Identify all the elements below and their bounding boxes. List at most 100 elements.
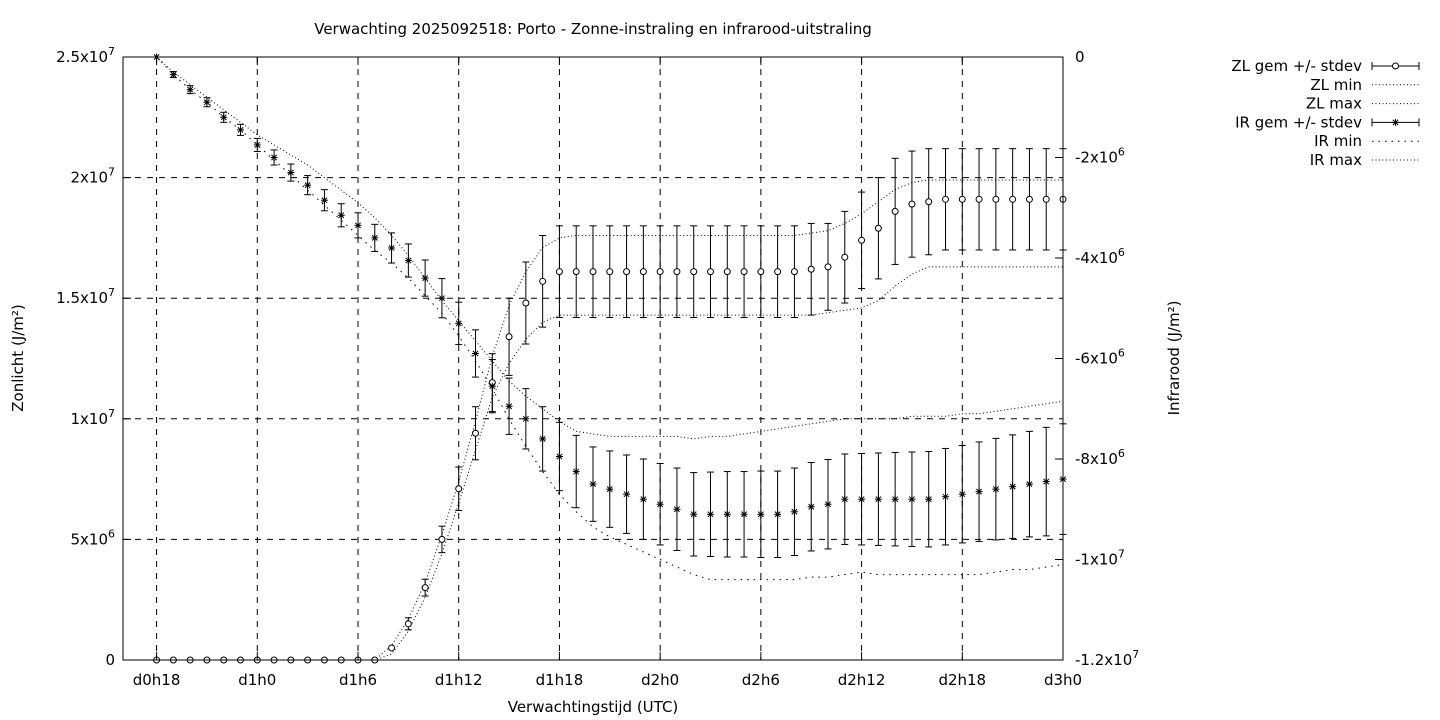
data-point-zl-gem-stdev bbox=[455, 485, 463, 493]
legend-label: IR max bbox=[1310, 151, 1362, 169]
data-point-ir-gem-stdev bbox=[589, 480, 597, 488]
legend-entry: ZL gem +/- stdev bbox=[1231, 57, 1420, 75]
data-point-ir-gem-stdev bbox=[337, 211, 345, 219]
data-point-zl-gem-stdev bbox=[942, 195, 949, 203]
data-point-zl-gem-stdev bbox=[539, 277, 547, 285]
legend-entry: IR gem +/- stdev bbox=[1235, 113, 1420, 131]
data-point-ir-gem-stdev bbox=[740, 510, 748, 518]
data-point-zl-gem-stdev bbox=[891, 207, 899, 215]
y2-tick-label: -2x106 bbox=[1075, 146, 1125, 167]
data-point-ir-gem-stdev bbox=[220, 113, 228, 121]
data-point-ir-gem-stdev bbox=[942, 493, 949, 501]
data-point-zl-gem-stdev bbox=[623, 268, 631, 276]
x-tick-label: d1h0 bbox=[238, 671, 276, 689]
y2-tick-label: 0 bbox=[1075, 48, 1085, 66]
data-point-ir-gem-stdev bbox=[1025, 480, 1033, 488]
data-point-zl-gem-stdev bbox=[472, 429, 479, 437]
legend-label: IR min bbox=[1314, 132, 1362, 150]
legend-swatch bbox=[1371, 118, 1420, 127]
y-tick-label: 2.5x107 bbox=[56, 45, 115, 66]
y2-tick-label: -1x107 bbox=[1075, 548, 1125, 569]
data-point-zl-gem-stdev bbox=[824, 263, 832, 271]
data-point-ir-gem-stdev bbox=[505, 402, 513, 410]
data-point-ir-gem-stdev bbox=[774, 510, 782, 518]
data-point-zl-gem-stdev bbox=[992, 195, 1000, 203]
legend-label: IR gem +/- stdev bbox=[1235, 113, 1362, 131]
data-point-zl-gem-stdev bbox=[572, 268, 580, 276]
plot-frame bbox=[122, 56, 1064, 661]
x-axis-label: Verwachtingstijd (UTC) bbox=[508, 698, 679, 716]
data-point-zl-gem-stdev bbox=[1042, 195, 1050, 203]
data-point-ir-gem-stdev bbox=[237, 126, 244, 134]
data-point-ir-gem-stdev bbox=[723, 510, 731, 518]
data-point-zl-gem-stdev bbox=[723, 268, 731, 276]
data-point-ir-gem-stdev bbox=[975, 488, 983, 496]
y2-axis-label: Infrarood (J/m²) bbox=[1165, 301, 1183, 416]
data-point-ir-gem-stdev bbox=[807, 503, 815, 511]
data-point-ir-gem-stdev bbox=[555, 452, 563, 460]
data-point-zl-gem-stdev bbox=[388, 644, 396, 652]
data-point-ir-gem-stdev bbox=[858, 495, 866, 503]
data-point-ir-gem-stdev bbox=[253, 141, 261, 149]
data-point-zl-gem-stdev bbox=[790, 268, 798, 276]
data-point-zl-gem-stdev bbox=[958, 195, 966, 203]
data-point-ir-gem-stdev bbox=[639, 495, 647, 503]
data-point-ir-gem-stdev bbox=[455, 319, 463, 327]
data-point-ir-gem-stdev bbox=[690, 510, 698, 518]
legend-entry: ZL max bbox=[1306, 95, 1419, 113]
data-point-ir-gem-stdev bbox=[874, 495, 882, 503]
y-tick-label: 0 bbox=[105, 651, 115, 669]
series-line-ir-max bbox=[156, 56, 1064, 440]
data-point-zl-gem-stdev bbox=[874, 224, 882, 232]
data-point-ir-gem-stdev bbox=[790, 508, 798, 516]
data-point-zl-gem-stdev bbox=[438, 535, 446, 543]
data-point-zl-gem-stdev bbox=[1009, 195, 1017, 203]
data-point-zl-gem-stdev bbox=[858, 236, 866, 244]
data-point-zl-gem-stdev bbox=[740, 268, 748, 276]
grid bbox=[123, 57, 1064, 660]
data-point-zl-gem-stdev bbox=[807, 265, 815, 273]
data-point-zl-gem-stdev bbox=[522, 299, 530, 307]
legend-entry: IR max bbox=[1310, 151, 1419, 169]
x-tick-label: d2h6 bbox=[742, 671, 780, 689]
data-point-zl-gem-stdev bbox=[690, 268, 698, 276]
x-tick-label: d0h18 bbox=[133, 671, 181, 689]
data-point-ir-gem-stdev bbox=[606, 485, 614, 493]
data-point-ir-gem-stdev bbox=[623, 490, 631, 498]
y2-tick-label: -8x106 bbox=[1075, 447, 1125, 468]
data-point-zl-gem-stdev bbox=[589, 268, 597, 276]
data-point-ir-gem-stdev bbox=[488, 382, 496, 390]
y2-tick-label: -1.2x107 bbox=[1075, 648, 1139, 669]
data-point-zl-gem-stdev bbox=[639, 268, 647, 276]
data-point-ir-gem-stdev bbox=[673, 505, 681, 513]
data-point-zl-gem-stdev bbox=[774, 268, 782, 276]
data-point-ir-gem-stdev bbox=[438, 294, 446, 302]
x-tick-label: d1h18 bbox=[536, 671, 584, 689]
data-point-zl-gem-stdev bbox=[707, 268, 714, 276]
data-point-ir-gem-stdev bbox=[908, 495, 916, 503]
x-tick-label: d1h12 bbox=[435, 671, 483, 689]
data-point-zl-gem-stdev bbox=[908, 200, 916, 208]
x-tick-label: d2h12 bbox=[838, 671, 886, 689]
x-tick-label: d2h0 bbox=[641, 671, 679, 689]
legend-entry: IR min bbox=[1314, 132, 1419, 150]
x-tick-label: d3h0 bbox=[1044, 671, 1082, 689]
x-tick-label: d2h18 bbox=[938, 671, 986, 689]
data-point-zl-gem-stdev bbox=[673, 268, 681, 276]
legend-label: ZL min bbox=[1310, 76, 1362, 94]
data-point-ir-gem-stdev bbox=[1042, 478, 1050, 486]
data-point-ir-gem-stdev bbox=[270, 154, 278, 161]
legend-marker bbox=[1392, 118, 1399, 126]
data-point-ir-gem-stdev bbox=[707, 510, 714, 518]
data-point-ir-gem-stdev bbox=[891, 495, 899, 503]
data-point-zl-gem-stdev bbox=[421, 584, 429, 592]
y2-tick-label: -6x106 bbox=[1075, 347, 1125, 368]
data-point-ir-gem-stdev bbox=[186, 86, 194, 94]
y2-tick-label: -4x106 bbox=[1075, 246, 1125, 267]
data-point-ir-gem-stdev bbox=[522, 415, 530, 423]
data-point-ir-gem-stdev bbox=[371, 234, 379, 242]
data-point-zl-gem-stdev bbox=[757, 268, 765, 276]
data-point-ir-gem-stdev bbox=[169, 71, 177, 79]
data-point-zl-gem-stdev bbox=[656, 268, 664, 276]
